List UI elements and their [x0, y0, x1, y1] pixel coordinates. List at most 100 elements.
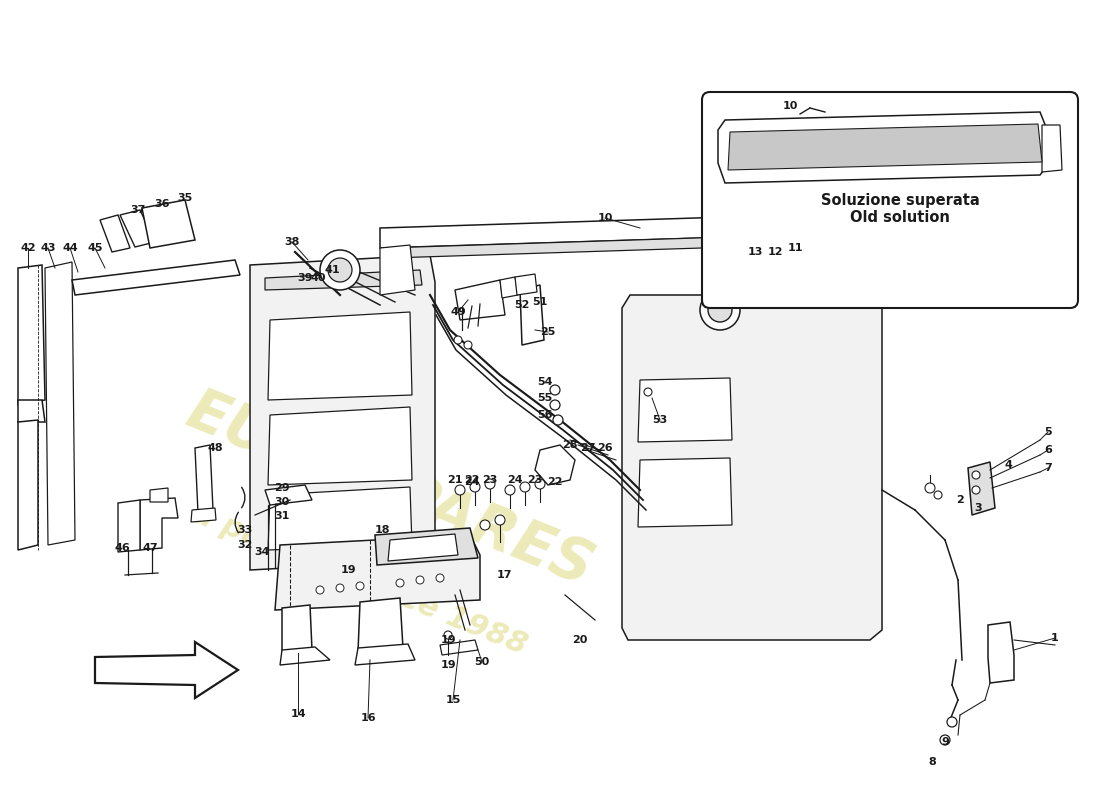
Text: 24: 24: [507, 475, 522, 485]
Circle shape: [416, 576, 424, 584]
Text: 1: 1: [1052, 633, 1059, 643]
Text: 17: 17: [496, 570, 512, 580]
Text: 34: 34: [254, 547, 270, 557]
Text: 25: 25: [540, 327, 556, 337]
Text: 12: 12: [768, 247, 783, 257]
Polygon shape: [1042, 125, 1062, 172]
Polygon shape: [728, 124, 1042, 170]
Circle shape: [708, 298, 732, 322]
Circle shape: [480, 520, 490, 530]
Text: 19: 19: [440, 660, 455, 670]
Text: 10: 10: [597, 213, 613, 223]
Text: 41: 41: [324, 265, 340, 275]
Text: 23: 23: [527, 475, 542, 485]
Text: 38: 38: [284, 237, 299, 247]
Circle shape: [786, 243, 798, 253]
Text: 50: 50: [474, 657, 490, 667]
Text: 51: 51: [532, 297, 548, 307]
Text: 39: 39: [297, 273, 312, 283]
Text: 14: 14: [290, 709, 306, 719]
Circle shape: [972, 471, 980, 479]
Text: 47: 47: [142, 543, 157, 553]
Text: 26: 26: [597, 443, 613, 453]
Text: 40: 40: [310, 273, 326, 283]
Polygon shape: [265, 485, 312, 505]
Polygon shape: [18, 265, 45, 405]
Polygon shape: [18, 400, 45, 422]
Polygon shape: [268, 312, 412, 400]
Text: 48: 48: [207, 443, 223, 453]
Polygon shape: [988, 622, 1014, 683]
Polygon shape: [388, 534, 458, 561]
Text: 55: 55: [538, 393, 552, 403]
Polygon shape: [621, 295, 882, 640]
Circle shape: [947, 717, 957, 727]
Polygon shape: [45, 262, 75, 545]
Polygon shape: [718, 112, 1048, 183]
Polygon shape: [638, 378, 732, 442]
Polygon shape: [355, 644, 415, 665]
Text: 13: 13: [747, 247, 762, 257]
Circle shape: [470, 482, 480, 492]
Text: 28: 28: [562, 440, 578, 450]
Text: Soluzione superata
Old solution: Soluzione superata Old solution: [821, 193, 979, 226]
Text: 54: 54: [537, 377, 552, 387]
Text: 31: 31: [274, 511, 289, 521]
Text: 6: 6: [1044, 445, 1052, 455]
Text: 33: 33: [238, 525, 253, 535]
Text: 52: 52: [515, 300, 530, 310]
Circle shape: [505, 485, 515, 495]
Polygon shape: [265, 270, 422, 290]
Circle shape: [535, 479, 544, 489]
Text: 16: 16: [360, 713, 376, 723]
Text: 30: 30: [274, 497, 289, 507]
Text: 24: 24: [464, 477, 480, 487]
Polygon shape: [191, 508, 216, 522]
Polygon shape: [640, 375, 668, 403]
Polygon shape: [638, 458, 732, 527]
Circle shape: [550, 385, 560, 395]
Polygon shape: [142, 200, 195, 248]
Polygon shape: [500, 277, 518, 298]
Text: 46: 46: [114, 543, 130, 553]
Polygon shape: [18, 420, 38, 550]
Circle shape: [972, 486, 980, 494]
Polygon shape: [72, 260, 240, 295]
Polygon shape: [100, 215, 130, 252]
Circle shape: [550, 400, 560, 410]
Circle shape: [553, 415, 563, 425]
Text: 18: 18: [374, 525, 389, 535]
Text: 29: 29: [274, 483, 289, 493]
Text: 36: 36: [154, 199, 169, 209]
Polygon shape: [440, 640, 478, 655]
Circle shape: [464, 341, 472, 349]
Circle shape: [925, 483, 935, 493]
Polygon shape: [379, 215, 795, 248]
Circle shape: [485, 479, 495, 489]
Polygon shape: [140, 498, 178, 550]
Polygon shape: [282, 605, 312, 653]
Text: a passion since 1988: a passion since 1988: [188, 499, 531, 661]
FancyBboxPatch shape: [702, 92, 1078, 308]
Circle shape: [700, 290, 740, 330]
Text: 2: 2: [956, 495, 964, 505]
Polygon shape: [268, 407, 412, 485]
Text: 8: 8: [928, 757, 936, 767]
Circle shape: [934, 491, 942, 499]
Text: 5: 5: [1044, 427, 1052, 437]
Polygon shape: [95, 642, 238, 698]
Circle shape: [356, 582, 364, 590]
Text: 49: 49: [450, 307, 466, 317]
Text: 22: 22: [464, 475, 480, 485]
Text: 43: 43: [41, 243, 56, 253]
Polygon shape: [250, 255, 434, 570]
Polygon shape: [195, 445, 213, 513]
Circle shape: [520, 482, 530, 492]
Polygon shape: [268, 487, 412, 550]
Text: 37: 37: [130, 205, 145, 215]
Text: 23: 23: [482, 475, 497, 485]
Circle shape: [495, 515, 505, 525]
Text: 19: 19: [340, 565, 355, 575]
Text: 11: 11: [788, 243, 803, 253]
Polygon shape: [150, 488, 168, 502]
